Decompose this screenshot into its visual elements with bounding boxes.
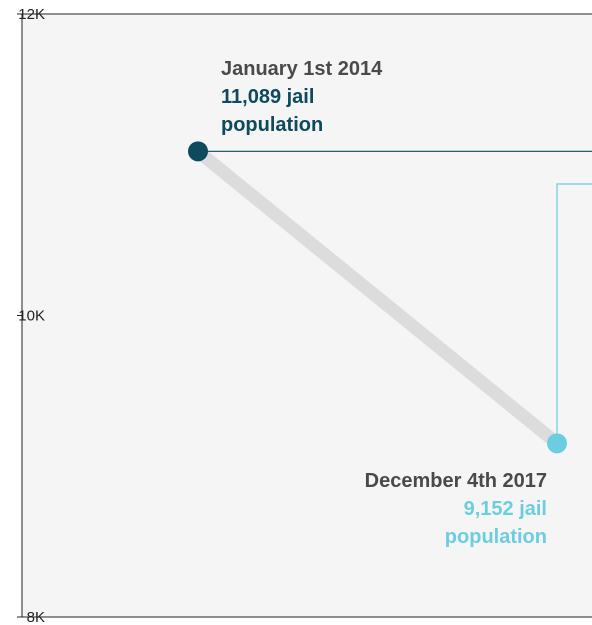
y-tick-label-12k: 12K xyxy=(18,6,45,23)
annotation-date-2014: January 1st 2014 xyxy=(221,58,383,80)
y-tick-label-10k: 10K xyxy=(18,308,45,325)
y-tick-label-8k: 8K xyxy=(27,609,45,625)
annotation-value-unit-2017: population xyxy=(445,526,547,548)
annotation-date-2017: December 4th 2017 xyxy=(365,470,547,492)
plot-area xyxy=(22,14,592,617)
annotation-value-2014: 11,089 jail xyxy=(221,86,314,108)
leader-line-2017 xyxy=(556,183,592,444)
annotation-value-2017: 9,152 jail xyxy=(464,498,547,520)
annotation-value-unit-2014: population xyxy=(221,114,323,136)
connector-line xyxy=(191,144,564,450)
data-point-2017 xyxy=(547,433,567,454)
data-point-2014 xyxy=(188,141,208,162)
y-axis-ticks: 12K 10K 8K xyxy=(17,6,45,625)
